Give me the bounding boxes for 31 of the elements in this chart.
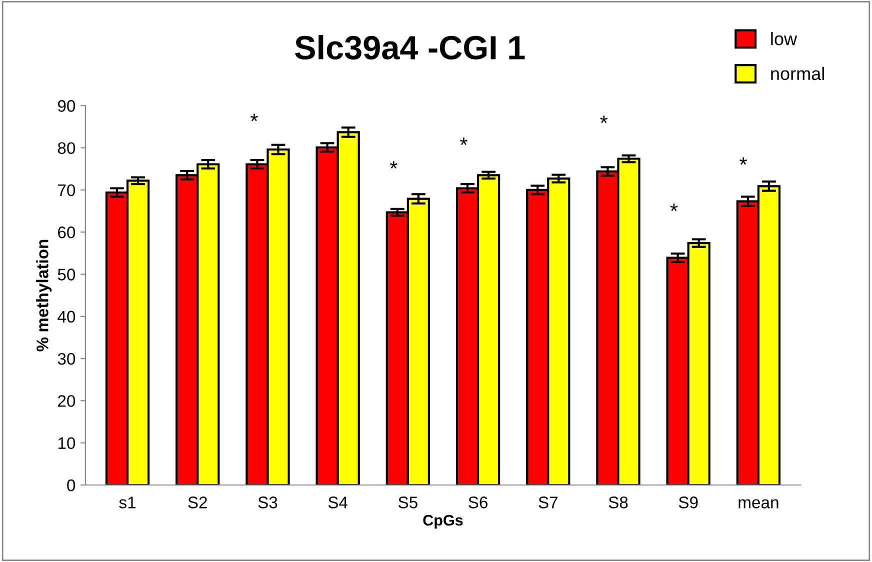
y-tick-label: 10 (58, 437, 76, 450)
annotation: * (740, 157, 748, 165)
x-tick-label: S2 (188, 496, 207, 508)
legend-label: normal (771, 66, 824, 80)
x-tick-label: mean (738, 499, 778, 508)
annotation: * (670, 204, 678, 211)
chart-title: Slc39a4 -CGI 1 (295, 35, 525, 60)
y-tick-label: 0 (67, 479, 76, 492)
y-tick-label: 70 (58, 184, 76, 196)
x-tick-label: S9 (678, 496, 698, 508)
annotation: * (460, 138, 468, 145)
x-axis-title: CpGs (423, 514, 463, 529)
x-tick-label: S4 (328, 496, 348, 508)
y-tick-label: 20 (58, 395, 76, 407)
annotation: * (390, 161, 398, 169)
annotation: * (600, 116, 608, 123)
x-tick-label: S6 (468, 496, 488, 508)
y-tick-label: 30 (58, 352, 76, 365)
y-tick-label: 80 (58, 142, 76, 154)
x-tick-label: S5 (398, 496, 418, 508)
x-tick-label: S3 (258, 496, 278, 508)
annotation: * (250, 114, 258, 122)
x-tick-label: s1 (119, 496, 136, 508)
y-tick-label: 90 (58, 100, 76, 112)
legend-label: low (771, 32, 798, 46)
x-tick-label: S7 (538, 496, 558, 508)
y-axis-title: % methylation (36, 240, 52, 352)
y-tick-label: 60 (58, 226, 76, 238)
y-tick-label: 50 (58, 268, 76, 280)
y-tick-label: 40 (58, 310, 76, 323)
x-tick-label: S8 (608, 496, 628, 508)
